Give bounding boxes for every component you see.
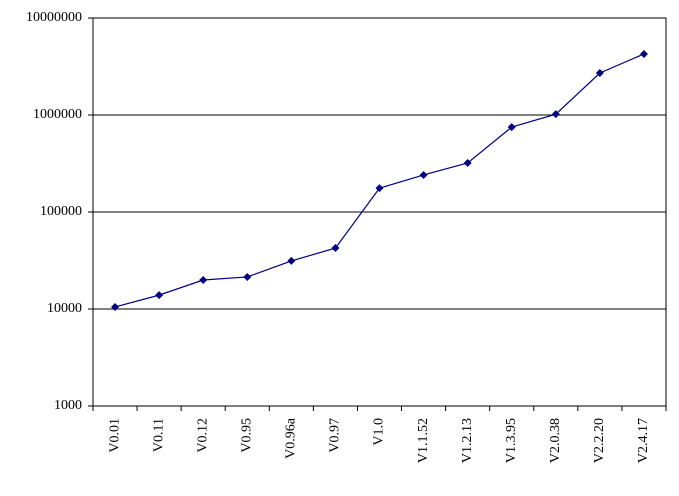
x-tick-label: V1.0: [372, 418, 387, 446]
y-tick-label: 100000: [40, 204, 82, 219]
x-tick-label: V2.2.20: [592, 418, 607, 463]
point-marker: [243, 272, 252, 281]
point-marker: [639, 49, 648, 58]
y-tick-label: 1000: [54, 398, 82, 413]
y-tick-label: 1000000: [33, 107, 82, 122]
series-line: [114, 53, 645, 308]
x-tick-label: V0.11: [151, 418, 166, 452]
point-marker: [111, 302, 120, 311]
point-marker: [199, 276, 208, 285]
x-tick-label: V0.12: [195, 418, 210, 453]
point-marker: [331, 244, 340, 253]
point-marker: [463, 159, 472, 168]
point-marker: [551, 110, 560, 119]
point-marker: [375, 184, 384, 193]
x-tick-label: V1.2.13: [460, 418, 475, 463]
x-tick-label: V0.97: [328, 418, 343, 453]
point-marker: [595, 69, 604, 78]
point-marker: [419, 170, 428, 179]
x-tick-label: V0.95: [239, 418, 254, 453]
y-tick-label: 10000: [47, 301, 82, 316]
point-marker: [287, 256, 296, 265]
x-tick-label: V1.1.52: [416, 418, 431, 463]
x-tick-label: V0.96a: [284, 417, 299, 459]
x-tick-label: V2.0.38: [548, 418, 563, 463]
x-tick-label: V1.3.95: [504, 418, 519, 463]
point-marker: [155, 291, 164, 300]
point-marker: [507, 123, 516, 132]
y-tick-label: 10000000: [26, 10, 82, 25]
x-tick-label: V2.4.17: [636, 418, 651, 463]
x-tick-label: V0.01: [107, 418, 122, 453]
